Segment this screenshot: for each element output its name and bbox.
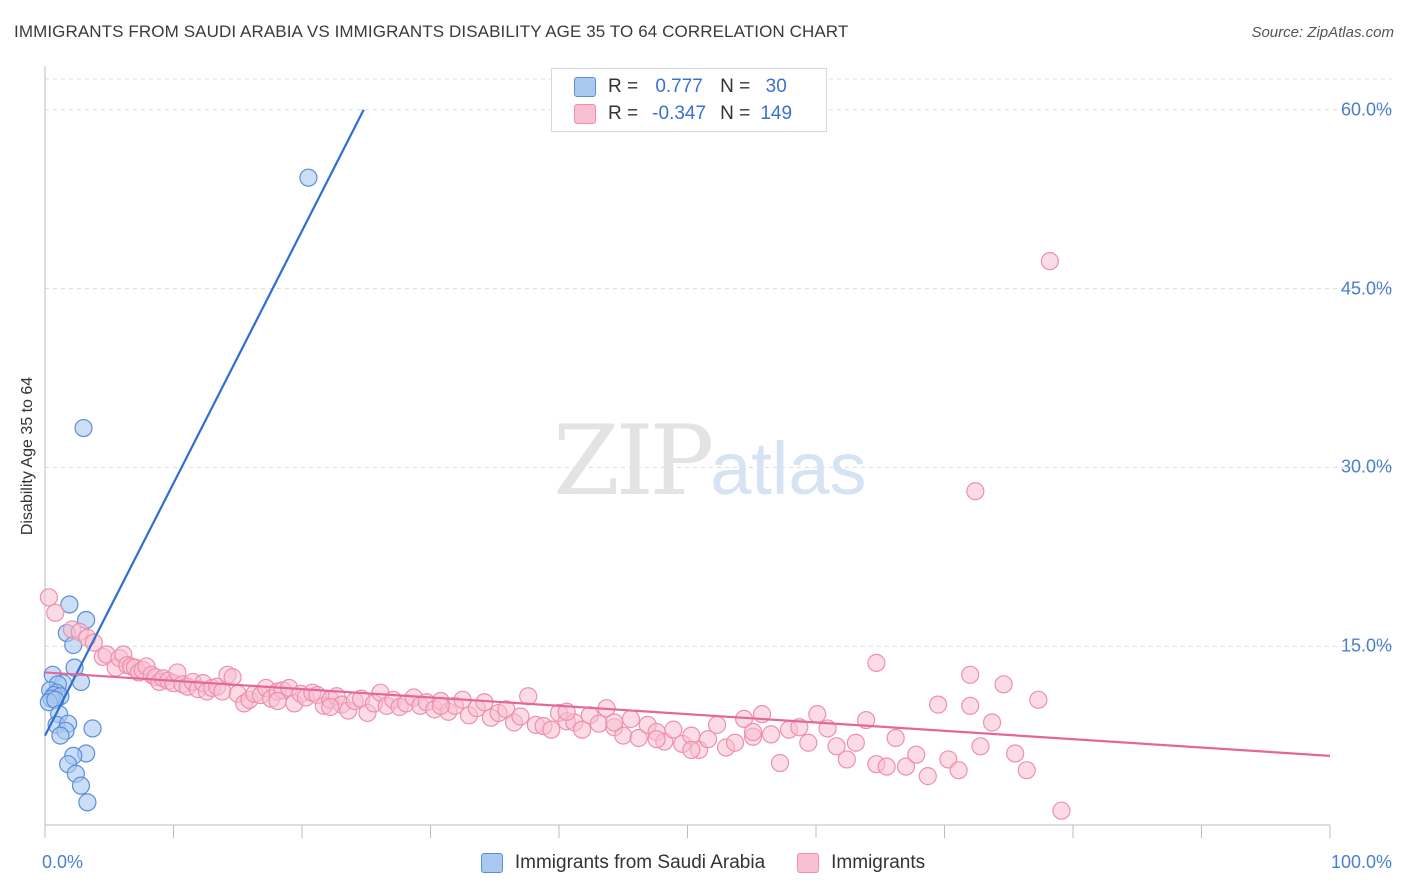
legend-label-saudi-arabia: Immigrants from Saudi Arabia — [514, 852, 766, 873]
data-point-immigrants — [268, 691, 287, 711]
legend-n-label: N = — [720, 103, 751, 124]
legend-r-value: 0.777 — [655, 76, 703, 97]
data-point-immigrants — [867, 653, 886, 672]
data-point-immigrants — [837, 750, 856, 769]
data-point-immigrants — [966, 482, 985, 501]
series-immigrants-points — [39, 252, 1071, 820]
data-point-immigrants — [982, 713, 1002, 732]
legend-swatch-blue — [480, 853, 503, 873]
data-point-immigrants — [949, 761, 968, 780]
data-point-saudi-arabia — [51, 726, 70, 745]
trend-lines — [44, 109, 1331, 757]
data-point-immigrants — [928, 695, 948, 714]
legend-swatch-pink — [574, 104, 596, 124]
data-point-immigrants — [846, 733, 865, 752]
data-point-immigrants — [589, 714, 608, 733]
data-point-immigrants — [808, 705, 827, 724]
data-point-immigrants — [896, 757, 916, 776]
legend-row-immigrants: R = -0.347 N = 149 — [574, 102, 802, 126]
series-legend: Immigrants from Saudi Arabia Immigrants — [0, 852, 1406, 874]
data-point-immigrants — [1017, 761, 1036, 780]
legend-r-value: -0.347 — [652, 103, 707, 124]
legend-swatch-pink — [797, 853, 820, 873]
data-point-immigrants — [886, 728, 905, 748]
data-point-immigrants — [542, 720, 561, 739]
watermark: ZIPatlas — [553, 405, 867, 517]
legend-n-value: 149 — [760, 103, 793, 124]
data-point-immigrants — [761, 725, 781, 744]
y-axis-label: Disability Age 35 to 64 — [19, 376, 36, 536]
data-point-immigrants — [707, 715, 727, 734]
legend-item-immigrants: Immigrants — [797, 852, 925, 874]
data-point-saudi-arabia — [299, 168, 318, 187]
data-point-immigrants — [431, 696, 450, 715]
data-point-immigrants — [877, 757, 896, 776]
series-saudi-arabia-points — [39, 168, 318, 812]
data-point-immigrants — [519, 687, 538, 706]
data-point-immigrants — [918, 767, 937, 786]
data-point-immigrants — [961, 665, 980, 684]
data-point-immigrants — [1040, 252, 1059, 271]
data-point-immigrants — [961, 696, 980, 715]
data-point-immigrants — [213, 682, 232, 701]
data-point-immigrants — [1052, 801, 1071, 820]
data-point-immigrants — [321, 697, 340, 717]
data-point-immigrants — [971, 737, 990, 756]
y-tick-label: 15.0% — [1340, 635, 1392, 656]
data-point-saudi-arabia — [71, 776, 91, 795]
source-credit: Source: ZipAtlas.com — [1251, 24, 1394, 41]
data-point-immigrants — [994, 675, 1013, 694]
data-point-saudi-arabia — [78, 793, 97, 812]
data-point-immigrants — [799, 733, 818, 752]
data-point-immigrants — [907, 745, 926, 764]
data-point-immigrants — [647, 730, 666, 749]
data-point-immigrants — [573, 720, 592, 739]
legend-r-label: R = — [608, 76, 639, 97]
legend-row-saudi-arabia: R = 0.777 N = 30 — [574, 75, 802, 99]
data-point-immigrants — [621, 709, 641, 729]
data-point-immigrants — [629, 728, 648, 748]
chart-title: IMMIGRANTS FROM SAUDI ARABIA VS IMMIGRAN… — [14, 22, 849, 41]
legend-n-label: N = — [720, 76, 751, 97]
data-point-immigrants — [664, 720, 683, 739]
data-point-immigrants — [39, 588, 58, 607]
data-point-saudi-arabia — [83, 719, 102, 738]
data-point-immigrants — [725, 733, 745, 752]
data-point-immigrants — [46, 603, 65, 622]
x-tick-label: 0.0% — [42, 852, 84, 872]
legend-item-saudi-arabia: Immigrants from Saudi Arabia — [480, 852, 766, 874]
grid-lines — [45, 78, 1392, 647]
data-point-immigrants — [1006, 744, 1025, 763]
data-point-immigrants — [827, 737, 846, 756]
data-point-saudi-arabia — [74, 418, 93, 438]
data-point-immigrants — [511, 707, 530, 726]
legend-r-label: R = — [608, 103, 639, 124]
y-tick-label: 45.0% — [1340, 278, 1392, 299]
y-tick-label: 30.0% — [1340, 456, 1392, 477]
data-point-saudi-arabia — [60, 595, 79, 614]
legend-n-value: 30 — [765, 76, 787, 97]
data-point-immigrants — [1029, 690, 1048, 709]
data-point-immigrants — [790, 718, 809, 737]
legend-swatch-blue — [574, 77, 596, 97]
data-point-immigrants — [698, 730, 718, 749]
data-point-immigrants — [770, 753, 790, 773]
data-point-immigrants — [857, 710, 876, 730]
correlation-legend: R = 0.777 N = 30 R = -0.347 N = 149 — [551, 68, 827, 132]
trend-line-immigrants — [44, 671, 1331, 757]
data-point-immigrants — [605, 713, 624, 732]
legend-label-immigrants: Immigrants — [831, 852, 926, 873]
x-tick-label: 100.0% — [1330, 852, 1392, 872]
trend-line-saudi-arabia — [44, 109, 365, 737]
data-point-immigrants — [682, 740, 701, 760]
y-tick-label: 60.0% — [1340, 99, 1392, 120]
data-point-immigrants — [743, 722, 763, 742]
